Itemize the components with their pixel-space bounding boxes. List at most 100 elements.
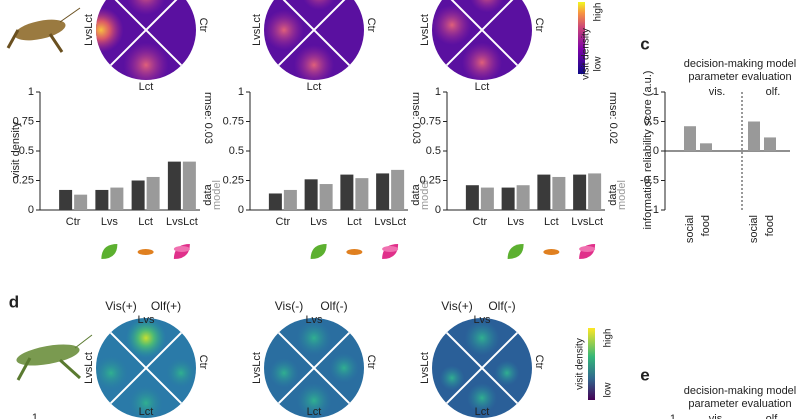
bar bbox=[465, 185, 479, 210]
y-tick-label: 0.75 bbox=[13, 115, 34, 127]
label: Lct bbox=[307, 406, 322, 418]
bar bbox=[319, 184, 333, 210]
label: d bbox=[9, 292, 19, 311]
bar bbox=[167, 161, 181, 210]
legend-entry: model bbox=[419, 180, 431, 210]
label: Lvs bbox=[473, 314, 491, 326]
label: Lvs bbox=[305, 314, 323, 326]
x-tick-label: social bbox=[684, 215, 696, 243]
label: Vis(+) bbox=[441, 299, 472, 313]
grasshopper-icon bbox=[16, 334, 93, 381]
heatmap bbox=[96, 0, 196, 80]
insect-icon bbox=[137, 249, 154, 255]
label: Ctr bbox=[365, 18, 377, 33]
insect-icon bbox=[543, 249, 560, 255]
bar bbox=[588, 173, 602, 210]
annotation: rmse: 0.02 bbox=[607, 92, 619, 144]
label: Lct bbox=[139, 81, 154, 93]
heatmap-blob bbox=[494, 360, 520, 386]
y-tick-label: 1 bbox=[435, 86, 441, 98]
bar bbox=[684, 126, 696, 151]
heatmap-blob bbox=[126, 318, 166, 358]
bar bbox=[59, 189, 73, 210]
label: Lct bbox=[475, 81, 490, 93]
heatmap-blob bbox=[123, 42, 169, 80]
quadrant-line bbox=[445, 0, 519, 67]
x-tick-label: Ctr bbox=[66, 216, 81, 228]
heatmap-blob bbox=[294, 45, 334, 80]
y-tick-label: 1 bbox=[238, 86, 244, 98]
label: parameter evaluation bbox=[688, 71, 791, 83]
x-tick-label: social bbox=[748, 215, 760, 243]
heatmap-blob bbox=[462, 42, 502, 80]
label: Olf(+) bbox=[151, 299, 181, 313]
y-axis-label: information reliability score (a.u.) bbox=[642, 71, 654, 230]
insect-icon bbox=[579, 246, 596, 252]
heatmap-blob bbox=[96, 355, 129, 391]
heatmap bbox=[264, 318, 364, 418]
heatmap bbox=[264, 0, 364, 80]
quadrant-line bbox=[445, 331, 519, 405]
heatmap-blob bbox=[467, 383, 497, 413]
bar bbox=[516, 185, 530, 210]
bar bbox=[283, 189, 297, 210]
label: visit density bbox=[575, 338, 586, 390]
quadrant-line bbox=[277, 331, 351, 405]
bar bbox=[552, 176, 566, 210]
label: Lct bbox=[307, 81, 322, 93]
label: Lvs bbox=[137, 314, 155, 326]
label: LvsLct bbox=[251, 14, 263, 46]
x-tick-label: Lct bbox=[544, 216, 559, 228]
label: Ctr bbox=[533, 18, 545, 33]
label: e bbox=[640, 365, 649, 384]
annotation: rmse: 0.03 bbox=[410, 92, 422, 144]
label: LvsLct bbox=[83, 14, 95, 46]
bar bbox=[146, 176, 160, 210]
label: Olf(-) bbox=[320, 299, 347, 313]
label: olf. bbox=[766, 413, 781, 419]
heatmap-blob bbox=[296, 320, 332, 356]
heatmap-blob bbox=[96, 7, 124, 53]
label: decision-making model bbox=[684, 58, 797, 70]
x-tick-label: LvsLct bbox=[571, 216, 603, 228]
bar bbox=[304, 179, 318, 210]
label: c bbox=[640, 34, 649, 53]
heatmap-blob bbox=[264, 10, 304, 50]
y-tick-label: 0.5 bbox=[19, 145, 34, 157]
legend-entry: data bbox=[202, 183, 214, 205]
x-tick-label: Ctr bbox=[473, 216, 488, 228]
quadrant-line bbox=[109, 331, 183, 405]
x-tick-label: food bbox=[700, 215, 712, 236]
legend-entry: model bbox=[211, 180, 223, 210]
heatmap bbox=[432, 318, 532, 418]
y-tick-label: 0 bbox=[435, 204, 441, 216]
legend-entry: model bbox=[616, 180, 628, 210]
label: LvsLct bbox=[251, 352, 263, 384]
heatmap-blob bbox=[432, 5, 472, 45]
label: visit density bbox=[581, 28, 592, 80]
label: high bbox=[603, 329, 614, 348]
label: Ctr bbox=[197, 18, 209, 33]
heatmap-blob bbox=[128, 385, 164, 418]
bar bbox=[340, 174, 354, 210]
label: Olf(-) bbox=[488, 299, 515, 313]
y-tick-label: -1 bbox=[649, 204, 659, 216]
heatmap-blob bbox=[296, 383, 332, 418]
label: LvsLct bbox=[419, 14, 431, 46]
label: low bbox=[593, 56, 604, 72]
leaf-icon bbox=[310, 244, 327, 259]
y-tick-label: 0 bbox=[28, 204, 34, 216]
insect-icon bbox=[346, 249, 363, 255]
bar bbox=[573, 174, 587, 210]
bar bbox=[95, 189, 109, 210]
y-tick-label: 0.5 bbox=[229, 145, 244, 157]
bar bbox=[391, 169, 405, 210]
label: Ctr bbox=[197, 355, 209, 370]
heatmap bbox=[96, 318, 196, 418]
y-tick-label: 0.25 bbox=[223, 174, 244, 186]
label: decision-making model bbox=[684, 385, 797, 397]
y-tick-label: 0.75 bbox=[420, 115, 441, 127]
quadrant-line bbox=[109, 0, 183, 67]
label: 1 bbox=[670, 413, 676, 419]
legend-entry: data bbox=[410, 183, 422, 205]
